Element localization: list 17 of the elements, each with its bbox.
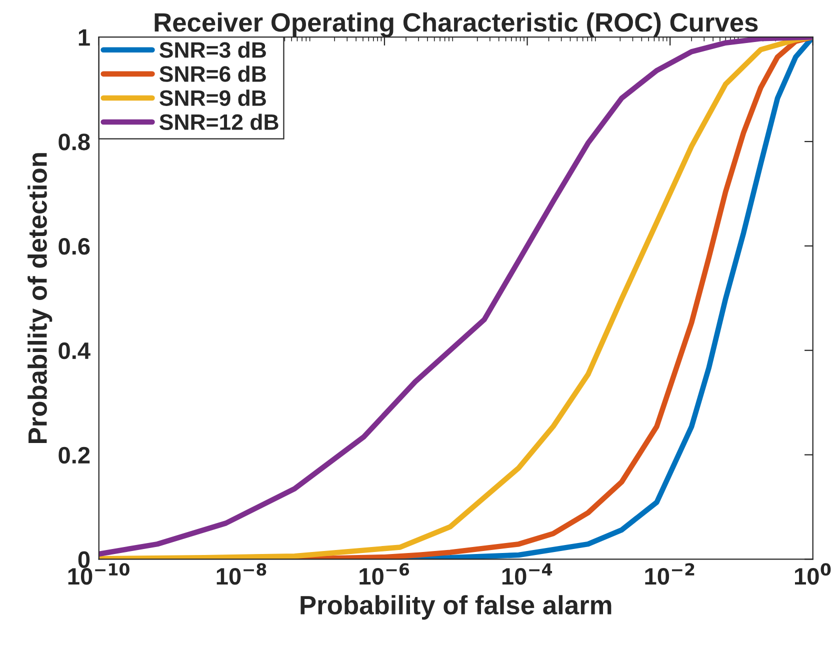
y-tick-label: 0.6 bbox=[58, 238, 90, 255]
x-axis-title: Probability of false alarm bbox=[300, 595, 612, 620]
y-tick-label: 0.4 bbox=[58, 342, 90, 360]
x-tick-label: 10$^{−6}$ bbox=[360, 563, 410, 585]
x-tick-label: 10$^{−8}$ bbox=[216, 563, 266, 585]
x-tick-label: 10$^{−2}$ bbox=[645, 563, 694, 585]
y-tick-label: 0.2 bbox=[58, 446, 90, 464]
y-axis-title: Probability of detection bbox=[28, 153, 52, 443]
x-tick-label: 10$^{0}$ bbox=[794, 563, 831, 585]
chart-title: Receiver Operating Characteristic (ROC) Curves bbox=[154, 12, 758, 38]
y-tick-label: 1 bbox=[78, 29, 90, 46]
legend-label: SNR=9 dB bbox=[160, 90, 266, 106]
legend-label: SNR=6 dB bbox=[160, 66, 266, 82]
legend-label: SNR=12 dB bbox=[160, 114, 278, 130]
legend-label: SNR=3 dB bbox=[160, 42, 266, 58]
x-tick-label: 10$^{−4}$ bbox=[502, 563, 552, 585]
y-tick-label: 0.8 bbox=[58, 134, 90, 150]
